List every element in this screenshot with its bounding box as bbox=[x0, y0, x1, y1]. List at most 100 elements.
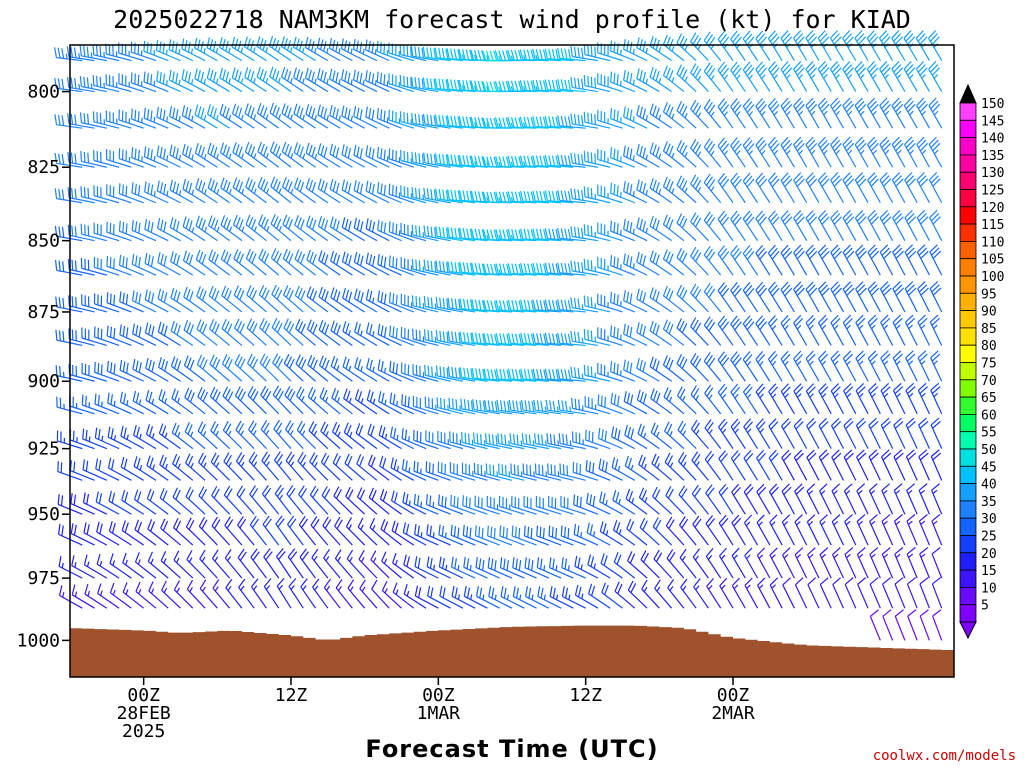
wind-barb bbox=[256, 66, 280, 93]
wind-barb bbox=[497, 433, 525, 450]
wind-barb bbox=[402, 522, 427, 546]
wind-barb bbox=[411, 224, 439, 242]
wind-barb bbox=[365, 106, 390, 129]
wind-barb bbox=[169, 217, 194, 242]
wind-barb bbox=[371, 579, 390, 609]
wind-barb bbox=[893, 449, 906, 481]
wind-barb bbox=[676, 64, 697, 92]
wind-barb bbox=[143, 107, 169, 129]
wind-barb bbox=[199, 549, 218, 579]
wind-barb bbox=[448, 397, 476, 415]
wind-barb bbox=[557, 78, 586, 93]
wind-barb bbox=[331, 387, 353, 415]
wind-barb bbox=[207, 177, 230, 204]
wind-barb bbox=[652, 517, 673, 546]
wind-barb bbox=[570, 330, 599, 347]
wind-barb bbox=[906, 483, 918, 515]
wind-barb bbox=[270, 248, 292, 276]
wind-barb bbox=[330, 356, 353, 382]
wind-barb bbox=[84, 583, 108, 609]
wind-barb bbox=[342, 287, 365, 313]
wind-barb bbox=[246, 285, 267, 313]
wind-barb bbox=[145, 424, 169, 450]
wind-barb bbox=[780, 97, 795, 129]
wind-barb bbox=[830, 281, 845, 313]
wind-barb bbox=[427, 585, 451, 609]
wind-barb bbox=[557, 154, 586, 168]
y-tick-label: 875 bbox=[27, 302, 60, 323]
wind-barb bbox=[881, 483, 894, 515]
wind-barb bbox=[891, 61, 906, 92]
pressure-axis: 800 825 850 875 900 925 950 975 1000 bbox=[17, 82, 70, 651]
wind-barb bbox=[782, 577, 795, 609]
wind-barb bbox=[612, 490, 636, 515]
wind-barb bbox=[610, 71, 635, 93]
wind-barb bbox=[356, 454, 378, 481]
wind-barb bbox=[730, 98, 746, 129]
wind-barb bbox=[597, 148, 623, 168]
wind-barb bbox=[173, 580, 194, 609]
wind-barb bbox=[842, 61, 857, 92]
wind-barb bbox=[353, 217, 378, 242]
wind-barb bbox=[223, 452, 243, 481]
wind-barb bbox=[704, 384, 722, 415]
colorbar-label: 20 bbox=[981, 547, 997, 562]
wind-barb bbox=[679, 516, 697, 546]
wind-barb bbox=[866, 97, 881, 129]
wind-barb bbox=[146, 488, 169, 515]
wind-barb bbox=[196, 354, 218, 382]
wind-barb bbox=[881, 514, 894, 546]
wind-barb bbox=[532, 116, 562, 129]
wind-barb bbox=[817, 172, 832, 204]
wind-barb bbox=[342, 321, 365, 346]
wind-barb bbox=[755, 315, 771, 346]
colorbar-swatch bbox=[959, 448, 977, 467]
wind-barb bbox=[341, 69, 365, 93]
wind-barb bbox=[79, 112, 107, 129]
wind-barb bbox=[71, 584, 95, 609]
wind-barb bbox=[222, 420, 243, 450]
wind-barb bbox=[636, 143, 660, 168]
wind-barb bbox=[583, 111, 611, 129]
wind-barb bbox=[930, 449, 943, 481]
wind-barb bbox=[261, 451, 280, 481]
wind-barb bbox=[410, 45, 439, 62]
wind-barb bbox=[544, 79, 574, 93]
wind-barb bbox=[106, 184, 132, 204]
wind-barb bbox=[143, 71, 169, 93]
wind-barb bbox=[879, 281, 894, 313]
wind-barb bbox=[495, 299, 525, 313]
wind-barb bbox=[122, 552, 145, 579]
wind-barb bbox=[676, 100, 697, 129]
wind-barb bbox=[487, 525, 513, 546]
terrain-layer bbox=[70, 625, 954, 677]
wind-barb bbox=[780, 136, 795, 168]
wind-barb bbox=[400, 257, 427, 276]
wind-barb bbox=[545, 399, 574, 415]
wind-barb bbox=[283, 285, 304, 313]
wind-barb bbox=[537, 586, 562, 609]
wind-barb bbox=[818, 383, 832, 415]
wind-barb bbox=[359, 579, 378, 609]
wind-barb bbox=[121, 490, 144, 515]
wind-barb bbox=[507, 191, 537, 204]
wind-barb bbox=[341, 251, 365, 276]
wind-barb bbox=[520, 368, 549, 382]
wind-barb bbox=[259, 353, 280, 382]
colorbar-swatch bbox=[959, 552, 977, 571]
wind-barb bbox=[793, 210, 808, 241]
wind-barb bbox=[599, 521, 623, 546]
wind-barb bbox=[520, 262, 549, 276]
wind-barb bbox=[586, 522, 611, 546]
colorbar-swatch bbox=[959, 240, 977, 260]
wind-barb bbox=[649, 250, 672, 276]
wind-barb bbox=[414, 523, 439, 546]
wind-barb bbox=[806, 514, 820, 546]
wind-barb bbox=[366, 357, 390, 382]
wind-barb bbox=[392, 582, 415, 609]
wind-barb bbox=[532, 368, 562, 382]
wind-barb bbox=[318, 250, 341, 276]
wind-barb bbox=[623, 359, 648, 382]
wind-barb bbox=[296, 420, 316, 450]
wind-barb bbox=[819, 547, 832, 579]
